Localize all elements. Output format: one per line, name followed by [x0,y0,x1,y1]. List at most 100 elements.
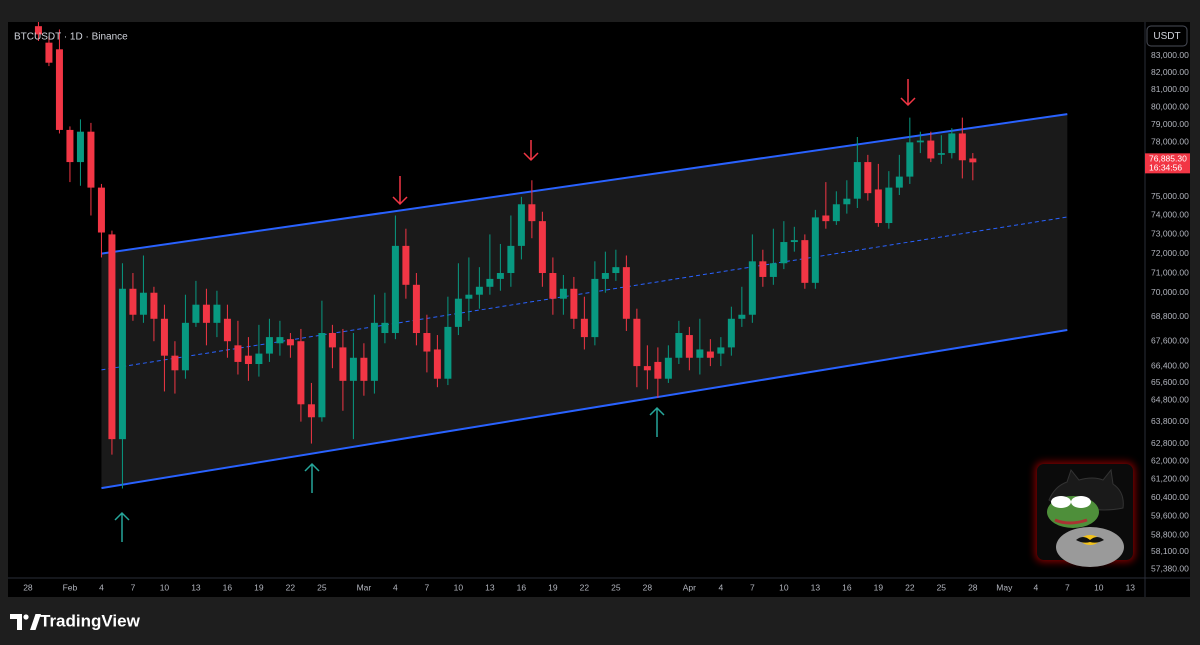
candle-body [181,322,189,371]
x-tick-label: 7 [1065,582,1070,592]
candle-body [549,273,557,299]
candle-body [780,242,788,264]
candle-body [654,361,662,379]
candle-body [108,234,116,440]
candle-body [55,49,63,130]
candle-body [265,337,273,354]
candle-body [591,278,599,338]
candle-body [496,273,504,279]
candle-body [76,131,84,163]
x-tick-label: 13 [191,582,201,592]
x-tick-label: 4 [393,582,398,592]
candle-body [696,349,704,358]
candle-body [171,355,179,371]
candle-body [570,288,578,319]
candle-body [528,204,536,222]
candle-body [286,339,294,346]
x-tick-label: 10 [160,582,170,592]
candle-body [370,322,378,381]
y-tick-label: 60,400.00 [1151,492,1189,502]
candle-body [748,261,756,315]
y-tick-label: 62,800.00 [1151,438,1189,448]
candle-body [507,245,515,274]
candle-body [916,140,924,143]
x-tick-label: Feb [63,582,78,592]
y-tick-label: 78,000.00 [1151,137,1189,147]
buy-arrows [114,406,665,542]
candle-body [675,333,683,358]
avatar-bat [1076,537,1104,543]
candle-body [454,298,462,327]
candle-body [769,263,777,277]
candle-body [853,162,861,199]
candle-body [318,333,326,418]
candle-body [339,347,347,381]
x-tick-label: 22 [580,582,590,592]
candle-body [801,240,809,283]
candle-body [234,345,242,362]
candle-body [465,294,473,299]
candle-body [969,158,977,163]
candle-body [738,314,746,319]
y-tick-label: 58,100.00 [1151,546,1189,556]
x-tick-label: 13 [811,582,821,592]
x-tick-label: 25 [317,582,327,592]
candle-body [276,337,284,344]
x-tick-label: 22 [905,582,915,592]
candle-body [874,189,882,224]
candle-body [843,198,851,205]
down-arrow [392,176,408,206]
y-tick-label: 80,000.00 [1151,101,1189,111]
candle-body [66,129,74,163]
x-tick-label: 13 [1126,582,1136,592]
candle-body [34,26,42,35]
candle-body [192,304,200,323]
x-tick-label: 16 [223,582,233,592]
y-tick-label: 73,000.00 [1151,229,1189,239]
avatar-mouth [1054,518,1088,525]
candle-body [297,341,305,405]
x-tick-label: Apr [683,582,696,592]
sell-arrows [392,79,916,206]
candle-body [349,357,357,381]
candle-body [160,318,168,356]
y-tick-label: 72,000.00 [1151,248,1189,258]
y-tick-label: 82,000.00 [1151,67,1189,77]
candle-body [328,333,336,348]
candle-body [811,217,819,283]
x-tick-label: 28 [643,582,653,592]
y-tick-label: 81,000.00 [1151,84,1189,94]
candle-body [423,333,431,352]
candle-body [202,304,210,323]
candle-body [129,288,137,315]
x-tick-label: 4 [1033,582,1038,592]
brand-name: TradingView [40,611,141,630]
candle-body [559,288,567,299]
candle-body [433,349,441,379]
x-tick-label: 22 [286,582,296,592]
x-tick-label: 19 [548,582,558,592]
candle-body [139,292,147,315]
y-tick-label: 68,800.00 [1151,311,1189,321]
candle-body [486,278,494,287]
x-tick-label: 16 [842,582,852,592]
y-tick-label: 75,000.00 [1151,191,1189,201]
candle-body [643,366,651,371]
candle-body [307,404,315,418]
x-tick-label: 28 [23,582,33,592]
x-tick-label: 7 [425,582,430,592]
candle-body [538,221,546,274]
y-tick-label: 83,000.00 [1151,50,1189,60]
candle-body [622,267,630,319]
currency-button[interactable] [1146,25,1188,47]
currency-label[interactable]: USDT [1153,31,1180,42]
x-tick-label: 4 [718,582,723,592]
last-price-label: 76,885.30 [1149,154,1187,164]
candle-body [580,318,588,338]
y-tick-label: 79,000.00 [1151,119,1189,129]
up-arrow [649,406,665,437]
y-tick-label: 61,200.00 [1151,474,1189,484]
chart-title: BTCUSDT · 1D · Binance [14,32,128,43]
avatar-eye [1071,496,1091,508]
